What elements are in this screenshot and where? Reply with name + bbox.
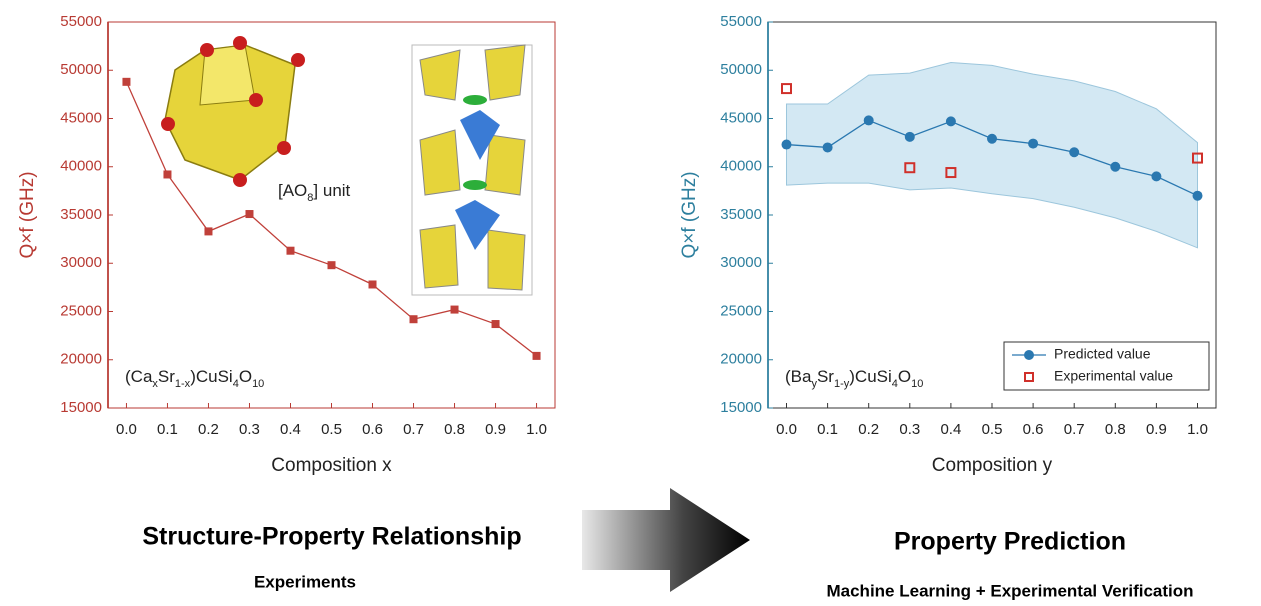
y-axis-title: Q×f (GHz) <box>679 171 700 258</box>
y-tick-label: 45000 <box>720 109 762 126</box>
annotation-part: 10 <box>252 378 264 390</box>
x-axis-title: Composition y <box>932 455 1053 476</box>
y-tick-label: 20000 <box>720 351 762 368</box>
y-tick-label: 45000 <box>60 109 102 126</box>
x-tick-label: 0.4 <box>280 421 301 438</box>
x-tick-label: 0.8 <box>1105 421 1126 438</box>
x-tick-label: 0.8 <box>444 421 465 438</box>
annotation-part: ] unit <box>313 181 350 200</box>
marker <box>204 227 212 235</box>
x-tick-label: 0.7 <box>1064 421 1085 438</box>
x-tick-label: 0.2 <box>858 421 879 438</box>
confidence-band <box>786 63 1197 248</box>
marker <box>864 115 874 125</box>
marker <box>245 210 253 218</box>
legend-label: Experimental value <box>1054 368 1173 384</box>
y-tick-label: 20000 <box>60 351 102 368</box>
x-tick-label: 1.0 <box>1187 421 1208 438</box>
y-tick-label: 30000 <box>60 254 102 271</box>
y-tick-label: 15000 <box>720 399 762 416</box>
marker <box>410 315 418 323</box>
annotation-part: Sr <box>817 367 834 386</box>
crystal-inset <box>161 36 532 295</box>
y-tick-label: 15000 <box>60 399 102 416</box>
legend-label: Predicted value <box>1054 346 1151 362</box>
caption: Machine Learning + Experimental Verifica… <box>826 581 1193 600</box>
marker <box>163 170 171 178</box>
marker <box>781 140 791 150</box>
y-tick-label: 50000 <box>720 61 762 78</box>
y-tick-label: 40000 <box>720 158 762 175</box>
annotation-part: [AO <box>278 181 307 200</box>
x-tick-label: 0.5 <box>982 421 1003 438</box>
x-tick-label: 0.3 <box>899 421 920 438</box>
marker <box>369 280 377 288</box>
y-tick-label: 35000 <box>720 206 762 223</box>
legend-marker <box>1024 350 1034 360</box>
y-tick-label: 35000 <box>60 206 102 223</box>
marker <box>823 142 833 152</box>
annotation-part: Sr <box>158 367 175 386</box>
marker <box>782 84 791 93</box>
marker <box>1069 147 1079 157</box>
x-tick-label: 0.6 <box>1023 421 1044 438</box>
x-tick-label: 0.5 <box>321 421 342 438</box>
x-tick-label: 0.4 <box>940 421 961 438</box>
marker <box>451 306 459 314</box>
caption: Property Prediction <box>894 528 1126 556</box>
y-axis-title: Q×f (GHz) <box>17 171 38 258</box>
marker <box>286 247 294 255</box>
x-tick-label: 0.2 <box>198 421 219 438</box>
annotation-part: (Ba <box>785 367 812 386</box>
caption: Experiments <box>254 572 356 591</box>
x-tick-label: 0.0 <box>116 421 137 438</box>
y-tick-label: 40000 <box>60 158 102 175</box>
x-tick-label: 0.0 <box>776 421 797 438</box>
y-tick-label: 50000 <box>60 61 102 78</box>
marker <box>1110 162 1120 172</box>
y-tick-label: 25000 <box>720 302 762 319</box>
marker <box>533 352 541 360</box>
x-tick-label: 0.1 <box>817 421 838 438</box>
marker <box>122 78 130 86</box>
x-tick-label: 0.7 <box>403 421 424 438</box>
x-tick-label: 0.3 <box>239 421 260 438</box>
annotation-part: O <box>898 367 911 386</box>
x-axis-title: Composition x <box>271 455 392 476</box>
caption: Structure-Property Relationship <box>142 523 521 551</box>
marker <box>905 132 915 142</box>
x-tick-label: 1.0 <box>526 421 547 438</box>
x-tick-label: 0.9 <box>1146 421 1167 438</box>
y-tick-label: 25000 <box>60 302 102 319</box>
annotation-part: O <box>239 367 252 386</box>
marker <box>1028 139 1038 149</box>
x-tick-label: 0.6 <box>362 421 383 438</box>
marker <box>328 261 336 269</box>
x-tick-label: 0.9 <box>485 421 506 438</box>
y-tick-label: 30000 <box>720 254 762 271</box>
arrow <box>582 488 750 592</box>
annotation-part: 10 <box>911 378 923 390</box>
legend-marker <box>1025 373 1033 381</box>
figure: Structure-Property Relationship Experime… <box>0 0 1261 606</box>
annotation: (BaySr1-y)CuSi4O10 <box>785 367 923 389</box>
annotation-part: 1-y <box>834 378 850 390</box>
marker <box>492 320 500 328</box>
marker <box>987 134 997 144</box>
x-tick-label: 0.1 <box>157 421 178 438</box>
marker <box>1193 191 1203 201</box>
annotation-part: )CuSi <box>190 367 233 386</box>
annotation-part: (Ca <box>125 367 153 386</box>
legend-swatch <box>1025 373 1033 381</box>
legend-swatch <box>1024 350 1034 360</box>
y-tick-label: 55000 <box>720 13 762 30</box>
annotation-part: 1-x <box>175 378 191 390</box>
marker <box>1151 171 1161 181</box>
annotation: (CaxSr1-x)CuSi4O10 <box>125 367 264 389</box>
marker <box>946 116 956 126</box>
annotation: [AO8] unit <box>278 181 351 203</box>
annotation-part: )CuSi <box>849 367 892 386</box>
y-tick-label: 55000 <box>60 13 102 30</box>
